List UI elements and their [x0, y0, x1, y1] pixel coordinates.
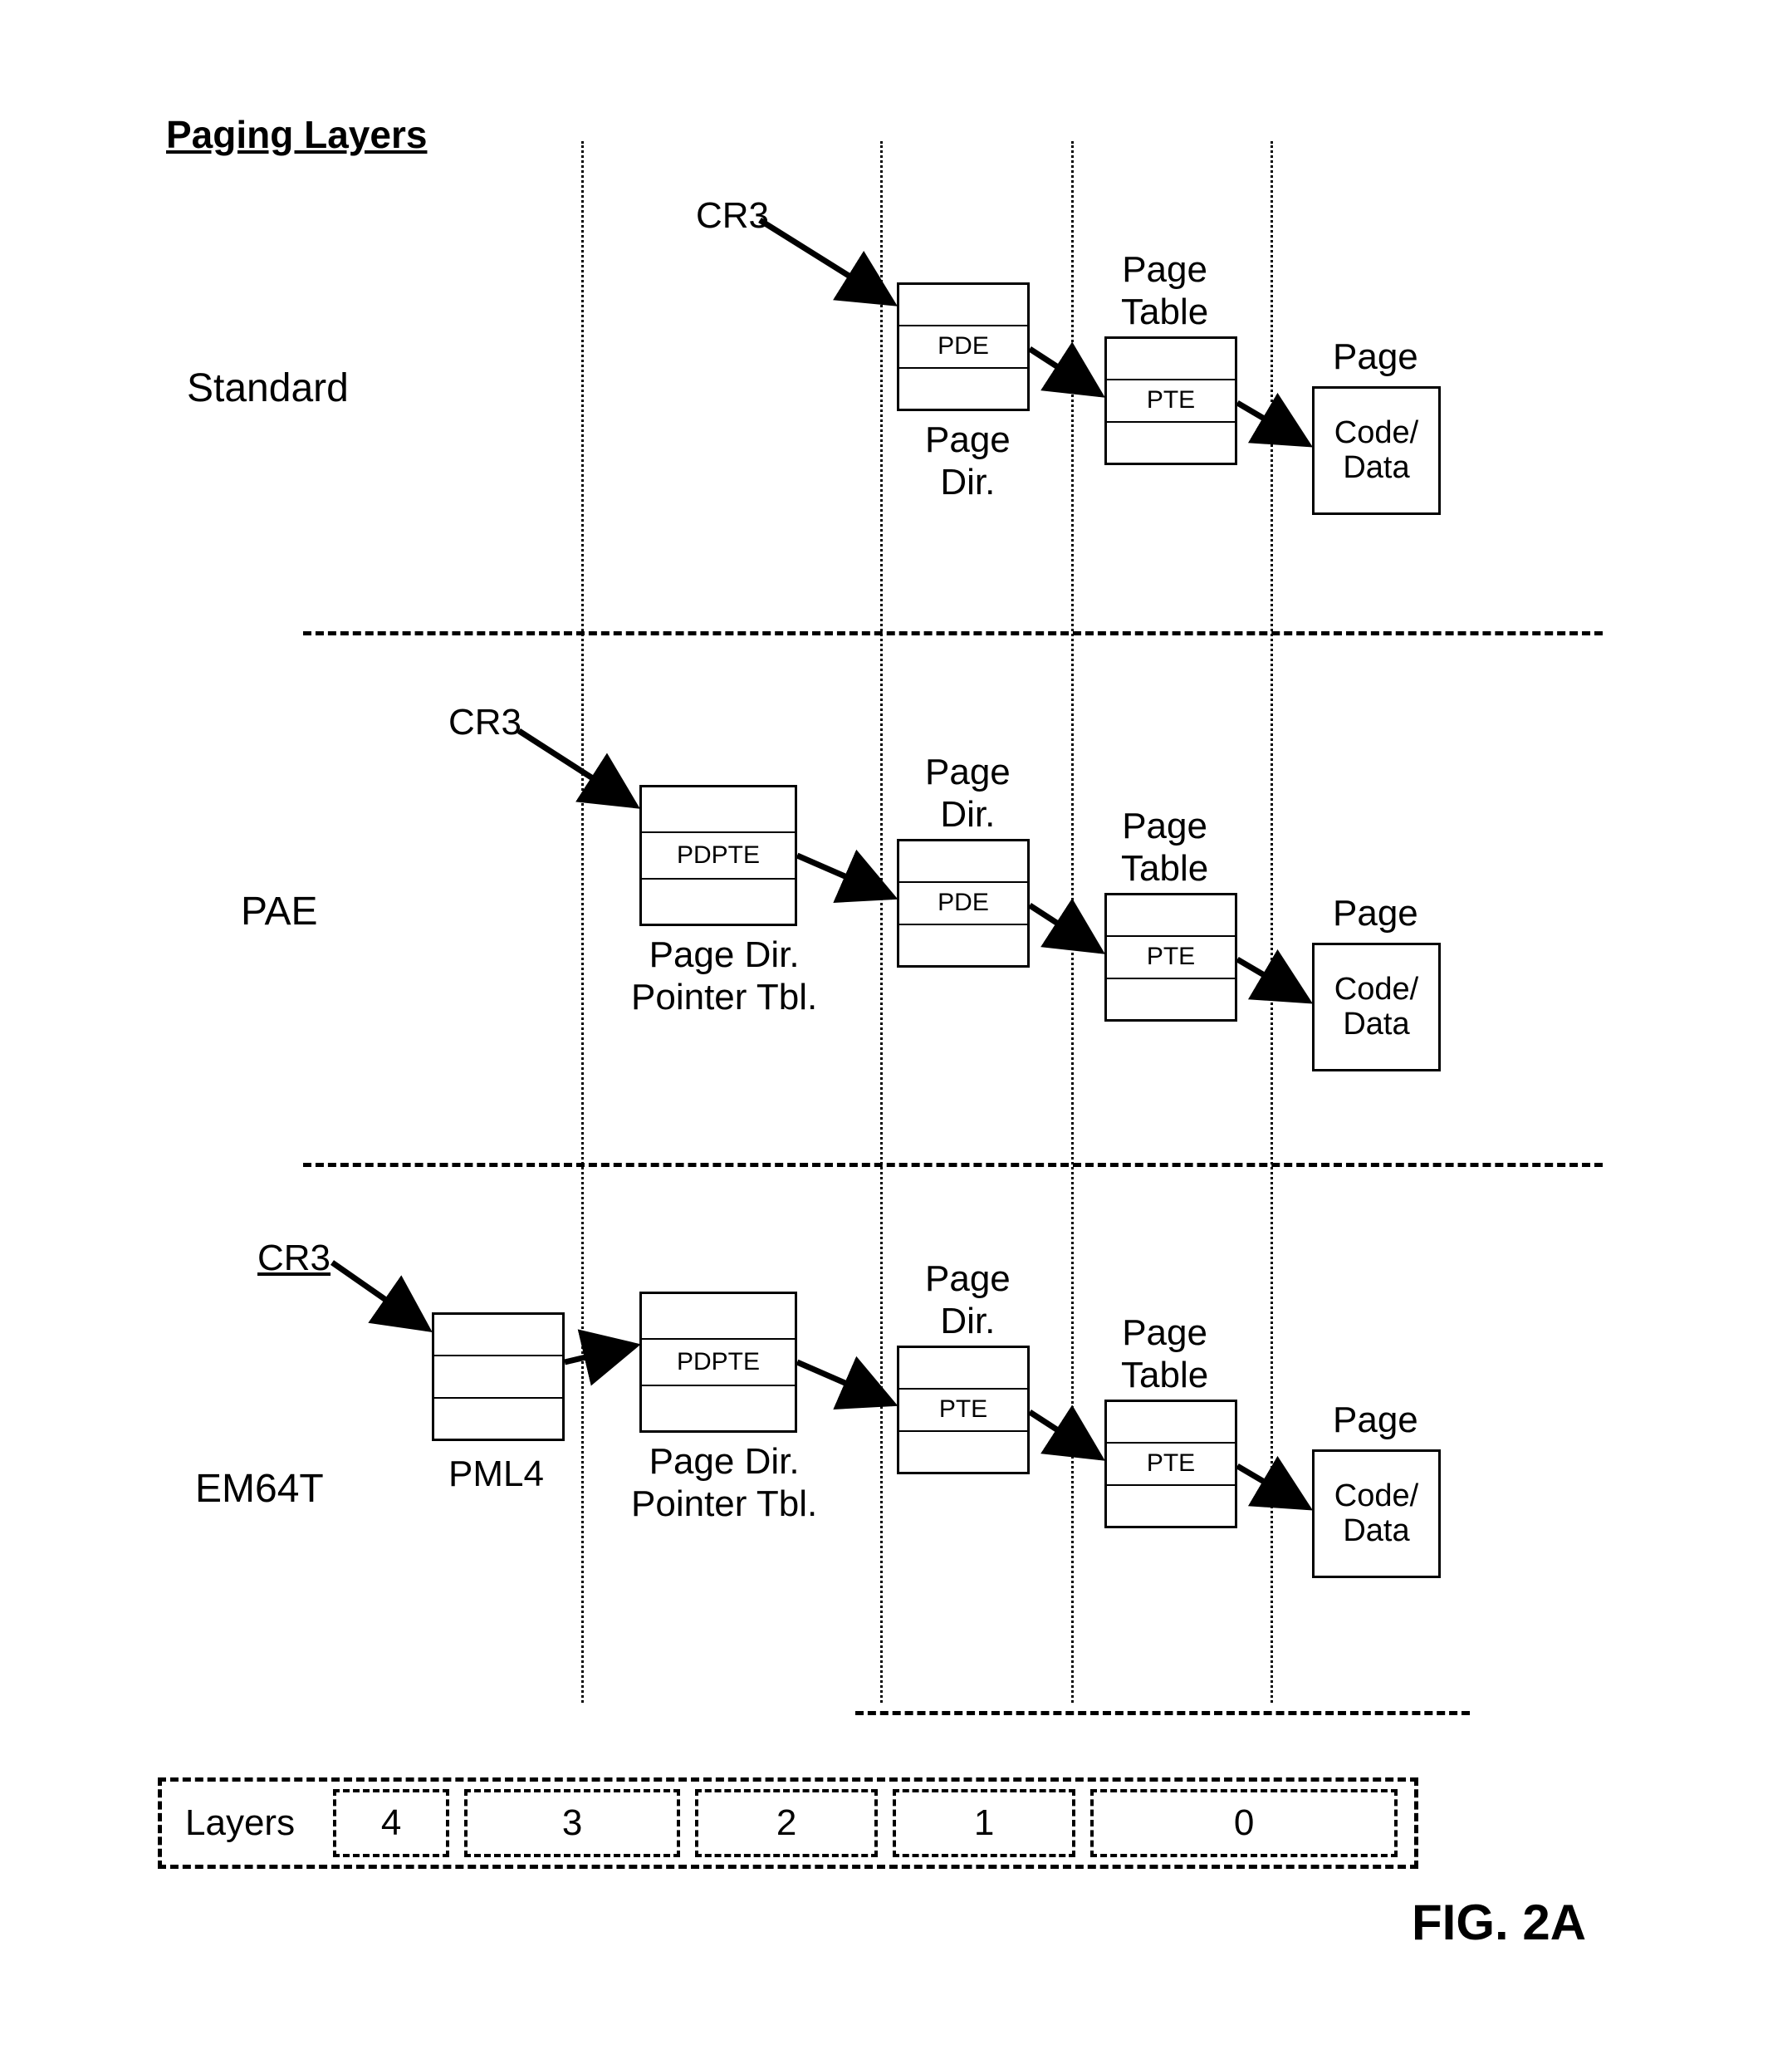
standard-arrow-pd-pt: [1030, 349, 1121, 415]
standard-cr3-label: CR3: [696, 195, 769, 238]
em64t-pml4-caption: PML4: [448, 1454, 544, 1496]
layers-cell-3: 3: [464, 1789, 680, 1857]
em64t-pdpte-entry: PDPTE: [642, 1340, 795, 1385]
pae-page-caption: Page: [1333, 893, 1418, 935]
mode-pae-label: PAE: [241, 889, 317, 934]
layers-cell-2: 2: [695, 1789, 878, 1857]
em64t-arrow-pt-page: [1237, 1466, 1329, 1524]
layers-cell-1: 1: [893, 1789, 1075, 1857]
standard-page-dir-node: PDE: [897, 282, 1030, 411]
layers-row: Layers 4 3 2 1 0: [158, 1777, 1418, 1869]
standard-arrow-cr3: [760, 220, 909, 320]
pae-arrow-pdpt-pd: [797, 856, 913, 914]
em64t-pml4-node: [432, 1312, 565, 1441]
standard-page-dir-caption: Page Dir.: [925, 419, 1011, 503]
em64t-arrow-cr3: [332, 1262, 448, 1346]
pae-cr3-label: CR3: [448, 702, 521, 744]
em64t-arrow-pml4-pdpt: [565, 1337, 656, 1379]
pae-arrow-cr3: [519, 731, 652, 822]
pae-page-table-caption: Page Table: [1121, 806, 1208, 890]
standard-page-caption: Page: [1333, 336, 1418, 379]
mode-em64t-label: EM64T: [195, 1466, 324, 1512]
pae-page-box: Code/ Data: [1312, 943, 1441, 1071]
guide-vline-3: [880, 141, 883, 1703]
pae-page-dir-caption: Page Dir.: [925, 752, 1011, 836]
pae-pdpt-caption: Page Dir. Pointer Tbl.: [631, 934, 817, 1018]
pae-pde-entry: PDE: [899, 883, 1027, 924]
pae-page-table-node: PTE: [1104, 893, 1237, 1022]
divider-bottom: [855, 1711, 1470, 1715]
pae-pdpte-entry: PDPTE: [642, 833, 795, 879]
standard-arrow-pt-page: [1237, 403, 1329, 461]
divider-standard-pae: [303, 631, 1603, 635]
diagram-canvas: Paging Layers FIG. 2A Standard CR3 PDE P…: [0, 0, 1792, 2069]
em64t-page-caption: Page: [1333, 1400, 1418, 1442]
em64t-cr3-label: CR3: [257, 1238, 330, 1280]
divider-pae-em64t: [303, 1163, 1603, 1167]
em64t-pdpt-node: PDPTE: [639, 1292, 797, 1433]
em64t-page-table-node: PTE: [1104, 1400, 1237, 1528]
em64t-pd-entry: PTE: [899, 1390, 1027, 1431]
layers-label: Layers: [162, 1802, 318, 1844]
pae-page-dir-node: PDE: [897, 839, 1030, 968]
em64t-arrow-pdpt-pd: [797, 1362, 913, 1420]
em64t-page-dir-node: PTE: [897, 1346, 1030, 1474]
pae-pdpt-node: PDPTE: [639, 785, 797, 926]
em64t-page-box: Code/ Data: [1312, 1449, 1441, 1578]
standard-pte-entry: PTE: [1107, 380, 1235, 422]
layers-cell-4: 4: [333, 1789, 449, 1857]
em64t-pte-entry: PTE: [1107, 1444, 1235, 1485]
pae-pte-entry: PTE: [1107, 937, 1235, 978]
guide-vline-4: [581, 141, 584, 1703]
em64t-page-dir-caption: Page Dir.: [925, 1258, 1011, 1342]
em64t-arrow-pd-pt: [1030, 1412, 1121, 1478]
standard-pde-entry: PDE: [899, 326, 1027, 368]
em64t-pdpt-caption: Page Dir. Pointer Tbl.: [631, 1441, 817, 1525]
standard-page-table-caption: Page Table: [1121, 249, 1208, 333]
em64t-page-table-caption: Page Table: [1121, 1312, 1208, 1396]
standard-page-table-node: PTE: [1104, 336, 1237, 465]
pae-arrow-pt-page: [1237, 959, 1329, 1017]
layers-cell-0: 0: [1090, 1789, 1398, 1857]
pae-arrow-pd-pt: [1030, 905, 1121, 972]
mode-standard-label: Standard: [187, 365, 349, 411]
diagram-title: Paging Layers: [166, 112, 427, 157]
standard-page-box: Code/ Data: [1312, 386, 1441, 515]
figure-label: FIG. 2A: [1412, 1894, 1586, 1951]
